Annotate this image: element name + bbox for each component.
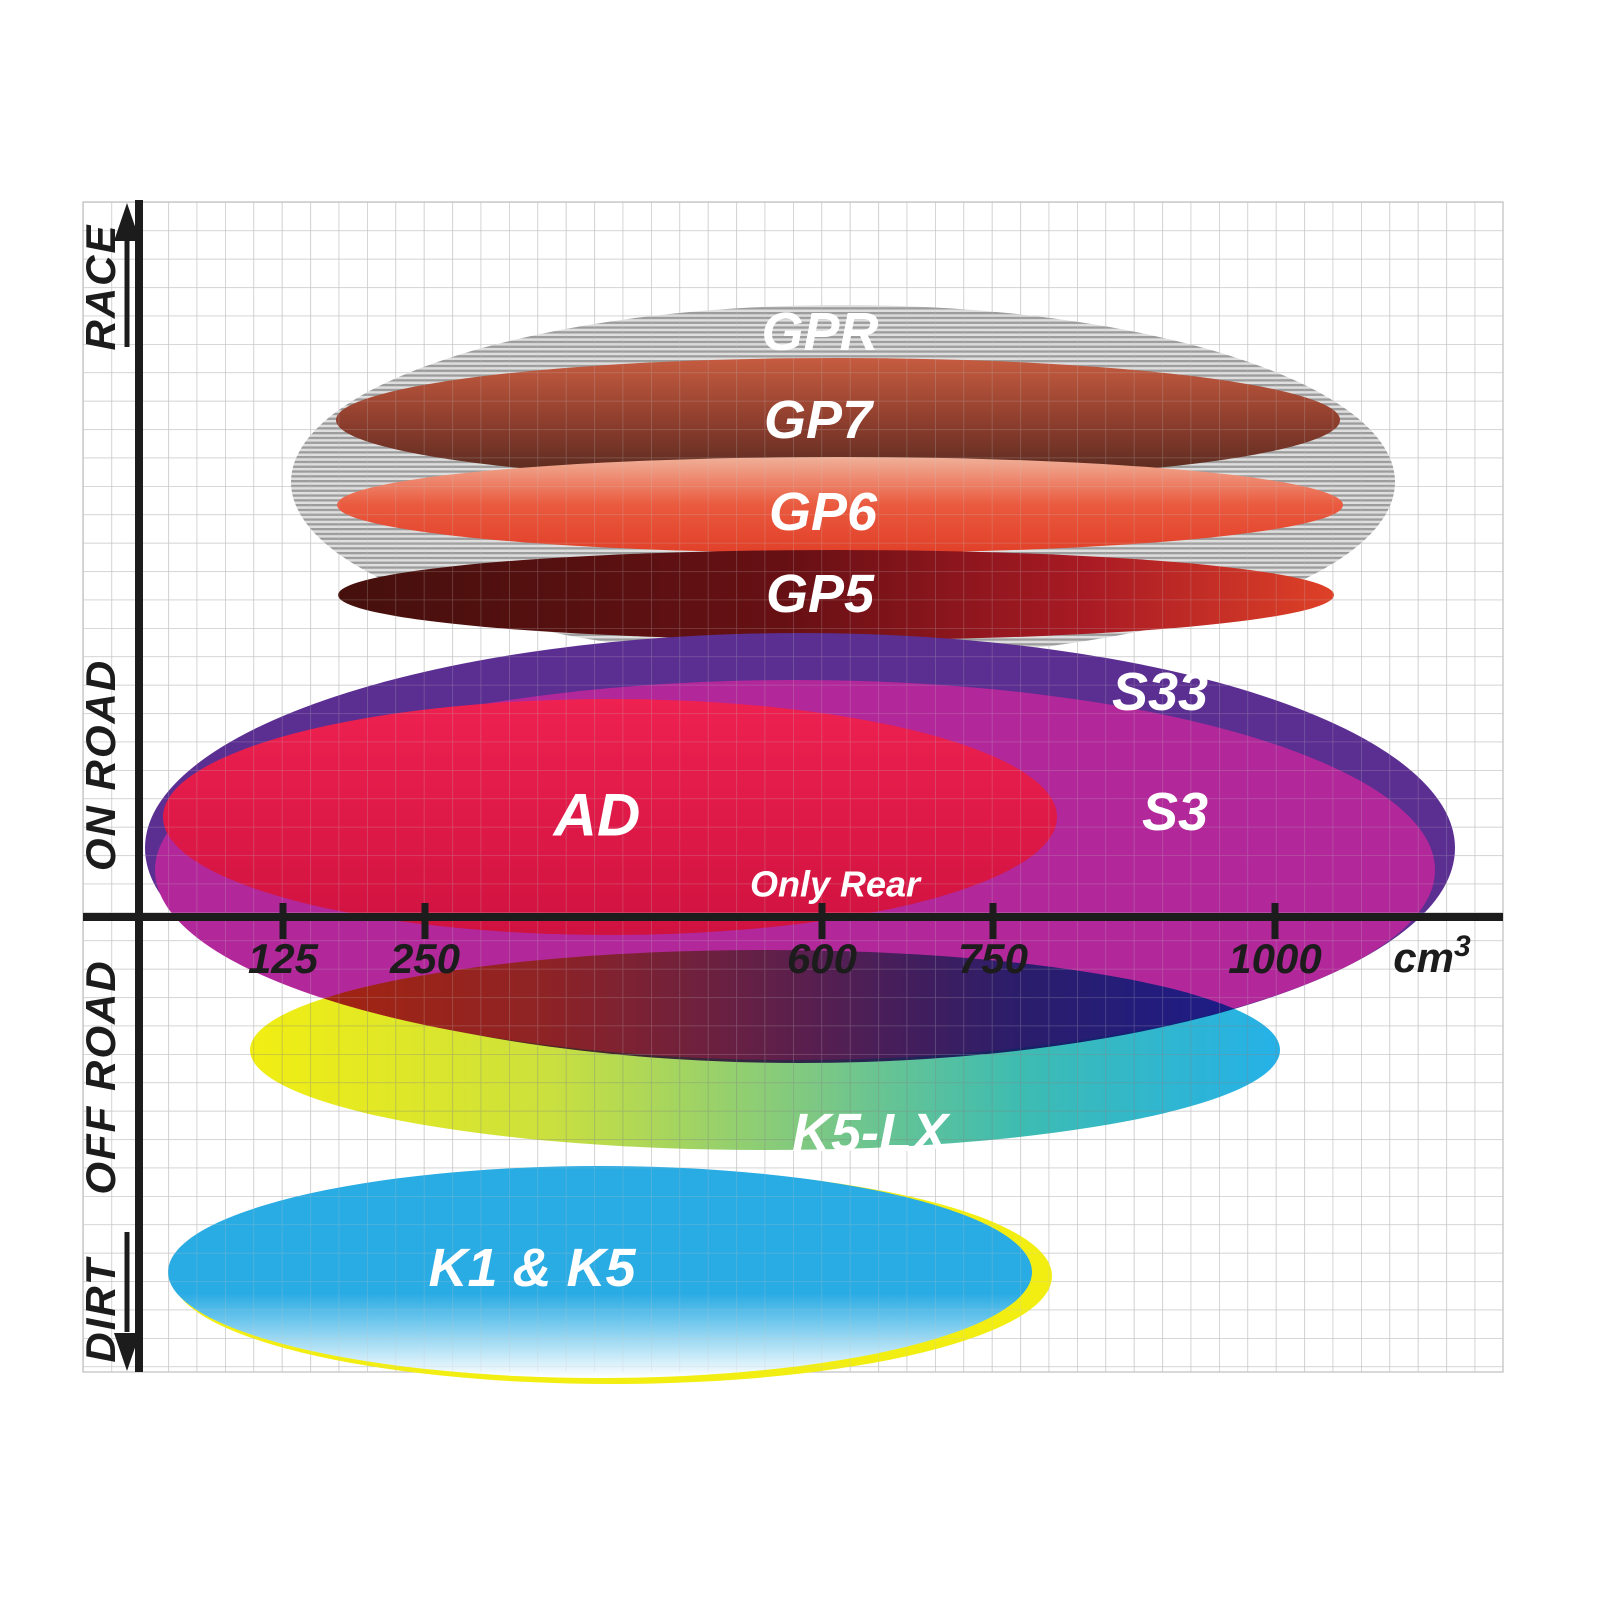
x-tick-label-125: 125 <box>248 935 319 982</box>
label-k1k5: K1 & K5 <box>428 1238 636 1298</box>
x-tick-label-600: 600 <box>787 935 857 982</box>
label-gp5: GP5 <box>766 564 875 624</box>
x-tick-label-750: 750 <box>958 935 1028 982</box>
label-k5lx: K5-LX <box>792 1103 951 1163</box>
label-s33: S33 <box>1112 662 1208 722</box>
label-ad-note: Only Rear <box>750 864 922 905</box>
label-gpr: GPR <box>761 302 878 362</box>
zone-label-race: RACE <box>77 223 124 350</box>
chart-labels: GPR GP7 GP6 GP5 S33 S3 AD Only Rear K5-LX K1 & K5… <box>77 223 1471 1362</box>
axes <box>83 200 1503 1372</box>
axis-ticks-arrows <box>114 203 1279 1371</box>
zone-label-dirt: DIRT <box>77 1256 124 1363</box>
label-gp6: GP6 <box>769 482 878 542</box>
zone-label-off-road: OFF ROAD <box>77 959 124 1194</box>
x-tick-label-1000: 1000 <box>1228 935 1321 982</box>
label-gp7: GP7 <box>764 390 875 450</box>
x-tick-label-250: 250 <box>389 935 460 982</box>
label-s3: S3 <box>1142 782 1208 842</box>
zone-label-on-road: ON ROAD <box>77 659 124 871</box>
label-ad: AD <box>552 782 641 849</box>
zone-arrow-head-dirt-icon <box>114 1333 140 1371</box>
zone-arrow-head-race-icon <box>114 203 140 241</box>
